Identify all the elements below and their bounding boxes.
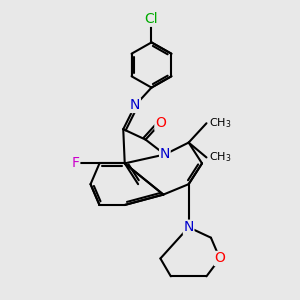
Text: CH$_3$: CH$_3$ [209, 116, 231, 130]
Text: N: N [184, 220, 194, 234]
Text: O: O [155, 116, 166, 130]
Text: N: N [160, 148, 170, 161]
Text: N: N [130, 98, 140, 112]
Text: CH$_3$: CH$_3$ [209, 151, 231, 164]
Text: O: O [214, 251, 225, 266]
Text: F: F [72, 156, 80, 170]
Text: Cl: Cl [145, 12, 158, 26]
